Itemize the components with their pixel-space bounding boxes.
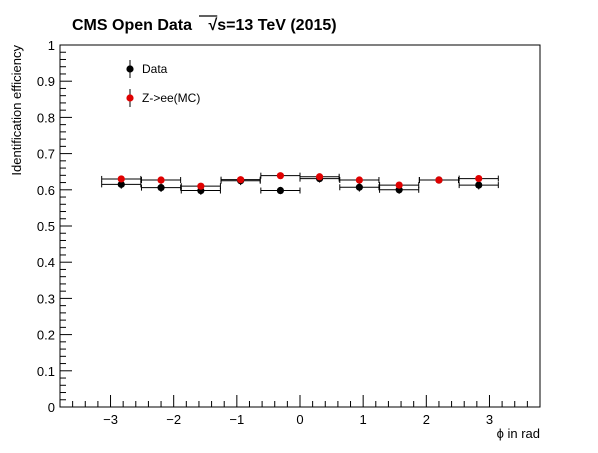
legend-label: Z->ee(MC) xyxy=(142,91,200,105)
axes-group: 0 0.1 0.2 0.3 0.4 0.5 0.6 0.7 0.8 0.9 1 −3 −2 −1 0 1 2 3 xyxy=(37,38,541,427)
y-tick-label: 0.9 xyxy=(37,74,55,89)
y-axis-label: Identification efficiency xyxy=(9,45,24,176)
data-point xyxy=(117,180,125,188)
data-point xyxy=(117,175,125,183)
data-point xyxy=(395,181,403,189)
y-tick-label: 0.5 xyxy=(37,219,55,234)
y-tick-label: 0 xyxy=(48,400,55,415)
data-point xyxy=(355,183,363,191)
x-tick-label: −2 xyxy=(166,412,181,427)
data-point xyxy=(157,184,165,192)
x-tick-label: −3 xyxy=(103,412,118,427)
chart-title-energy: =13 TeV (2015) xyxy=(226,17,336,34)
data-point xyxy=(355,176,363,184)
data-point xyxy=(475,181,483,189)
x-tick-label: 1 xyxy=(360,412,367,427)
sqrt-variable: s xyxy=(217,17,226,34)
data-point xyxy=(197,182,205,190)
legend-label: Data xyxy=(142,62,168,76)
x-tick-label: 3 xyxy=(486,412,493,427)
x-tick-label: 0 xyxy=(296,412,303,427)
legend-marker xyxy=(126,65,134,73)
y-tick-label: 0.1 xyxy=(37,364,55,379)
y-tick-label: 0.4 xyxy=(37,255,55,270)
data-point xyxy=(435,176,443,184)
x-axis-label: ϕ in rad xyxy=(497,426,540,441)
legend: Data Z->ee(MC) xyxy=(126,60,200,107)
legend-marker xyxy=(126,94,134,102)
y-tick-label: 0.6 xyxy=(37,183,55,198)
data-point xyxy=(276,172,285,180)
data-point xyxy=(276,186,285,195)
x-tick-label: −1 xyxy=(229,412,244,427)
x-tick-label: 2 xyxy=(423,412,430,427)
y-tick-label: 0.3 xyxy=(37,291,55,306)
data-point xyxy=(157,176,165,184)
y-tick-label: 0.2 xyxy=(37,328,55,343)
y-tick-label: 0.7 xyxy=(37,147,55,162)
data-point xyxy=(315,173,324,181)
data-point xyxy=(475,174,483,183)
chart-title-main: CMS Open Data xyxy=(72,17,192,34)
data-point xyxy=(237,176,245,184)
y-tick-label: 1 xyxy=(48,38,55,53)
series-layer xyxy=(101,172,499,195)
chart-title: CMS Open Data √s=13 TeV (2015) xyxy=(72,17,337,34)
series-mc xyxy=(101,172,499,190)
sqrt-symbol: √ xyxy=(208,17,217,34)
y-tick-label: 0.8 xyxy=(37,110,55,125)
